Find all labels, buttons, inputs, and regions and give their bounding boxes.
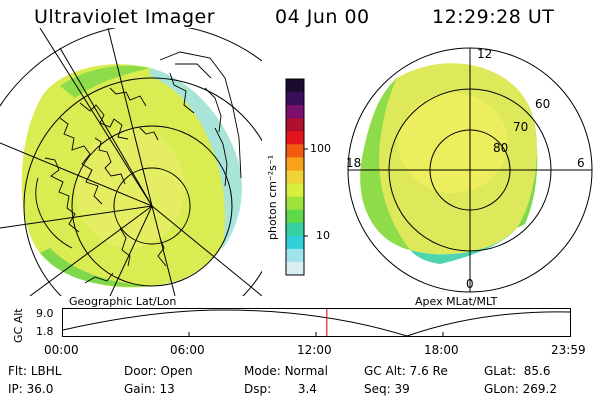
lat-label-60: 60 — [535, 97, 551, 111]
filter-value: LBHL — [30, 364, 62, 378]
filter-field: Flt: LBHL — [8, 364, 62, 378]
magnetic-panel-label: Apex MLat/MLT — [415, 295, 498, 308]
mlt-label-18: 18 — [346, 156, 362, 170]
dsp-value: 3.4 — [297, 382, 317, 396]
colorbar-cell — [286, 157, 304, 171]
seq-field: Seq: 39 — [364, 382, 410, 396]
door-value: Open — [160, 364, 193, 378]
colorbar-unit-label: photon cm⁻²s⁻¹ — [266, 154, 279, 240]
time-tick-0000: 00:00 — [44, 343, 79, 357]
glon-value: 269.2 — [522, 382, 557, 396]
colorbar-cell — [286, 170, 304, 185]
colorbar-cell — [286, 118, 304, 132]
colorbar-cell — [286, 105, 304, 119]
altitude-timeline — [62, 308, 571, 337]
colorbar — [285, 78, 308, 276]
ip-field: IP: 36.0 — [8, 382, 54, 396]
colorbar-tick-100: 100 — [310, 142, 331, 155]
magnetic-polar-plot — [347, 47, 593, 293]
colorbar-tick-10: 10 — [316, 229, 330, 242]
door-field: Door: Open — [124, 364, 193, 378]
mlt-label-6: 6 — [577, 156, 585, 170]
altitude-tick-high: 9.0 — [36, 307, 54, 320]
date-label: 04 Jun 00 — [275, 6, 370, 28]
glon-field: GLon: 269.2 — [484, 382, 557, 396]
mode-value: Normal — [284, 364, 328, 378]
dsp-field: Dsp: 3.4 — [244, 382, 317, 396]
colorbar-cell — [286, 183, 304, 198]
colorbar-cell — [286, 79, 304, 93]
gc-alt-value: 7.6 Re — [409, 364, 448, 378]
gc-alt-field: GC Alt: 7.6 Re — [364, 364, 448, 378]
colorbar-cell — [286, 248, 304, 263]
mlt-label-12: 12 — [477, 47, 493, 61]
mlt-label-0: 0 — [466, 277, 474, 291]
lat-label-80: 80 — [493, 141, 509, 155]
mode-field: Mode: Normal — [244, 364, 328, 378]
seq-value: 39 — [394, 382, 410, 396]
instrument-title: Ultraviolet Imager — [34, 6, 216, 28]
time-tick-1800: 18:00 — [424, 343, 459, 357]
altitude-tick-low: 1.8 — [36, 325, 54, 338]
altitude-curve — [62, 309, 571, 337]
lat-label-70: 70 — [513, 120, 529, 134]
gain-value: 13 — [159, 382, 175, 396]
glat-field: GLat: 85.6 — [484, 364, 551, 378]
ip-value: 36.0 — [26, 382, 54, 396]
colorbar-cell — [286, 131, 304, 145]
altitude-axis-label: GC Alt — [12, 308, 25, 343]
colorbar-cell — [286, 144, 304, 158]
colorbar-cell — [286, 196, 304, 211]
time-tick-2359: 23:59 — [551, 343, 586, 357]
geographic-panel-label: Geographic Lat/Lon — [69, 295, 177, 308]
glat-value: 85.6 — [523, 364, 551, 378]
colorbar-cell — [286, 209, 304, 224]
time-tick-1200: 12:00 — [297, 343, 332, 357]
time-tick-0600: 06:00 — [170, 343, 205, 357]
geographic-map — [0, 28, 262, 296]
colorbar-cell — [286, 92, 304, 106]
time-label: 12:29:28 UT — [432, 6, 555, 28]
colorbar-cell — [286, 222, 304, 237]
colorbar-cell — [286, 235, 304, 250]
colorbar-cell — [286, 261, 304, 276]
gain-field: Gain: 13 — [124, 382, 175, 396]
